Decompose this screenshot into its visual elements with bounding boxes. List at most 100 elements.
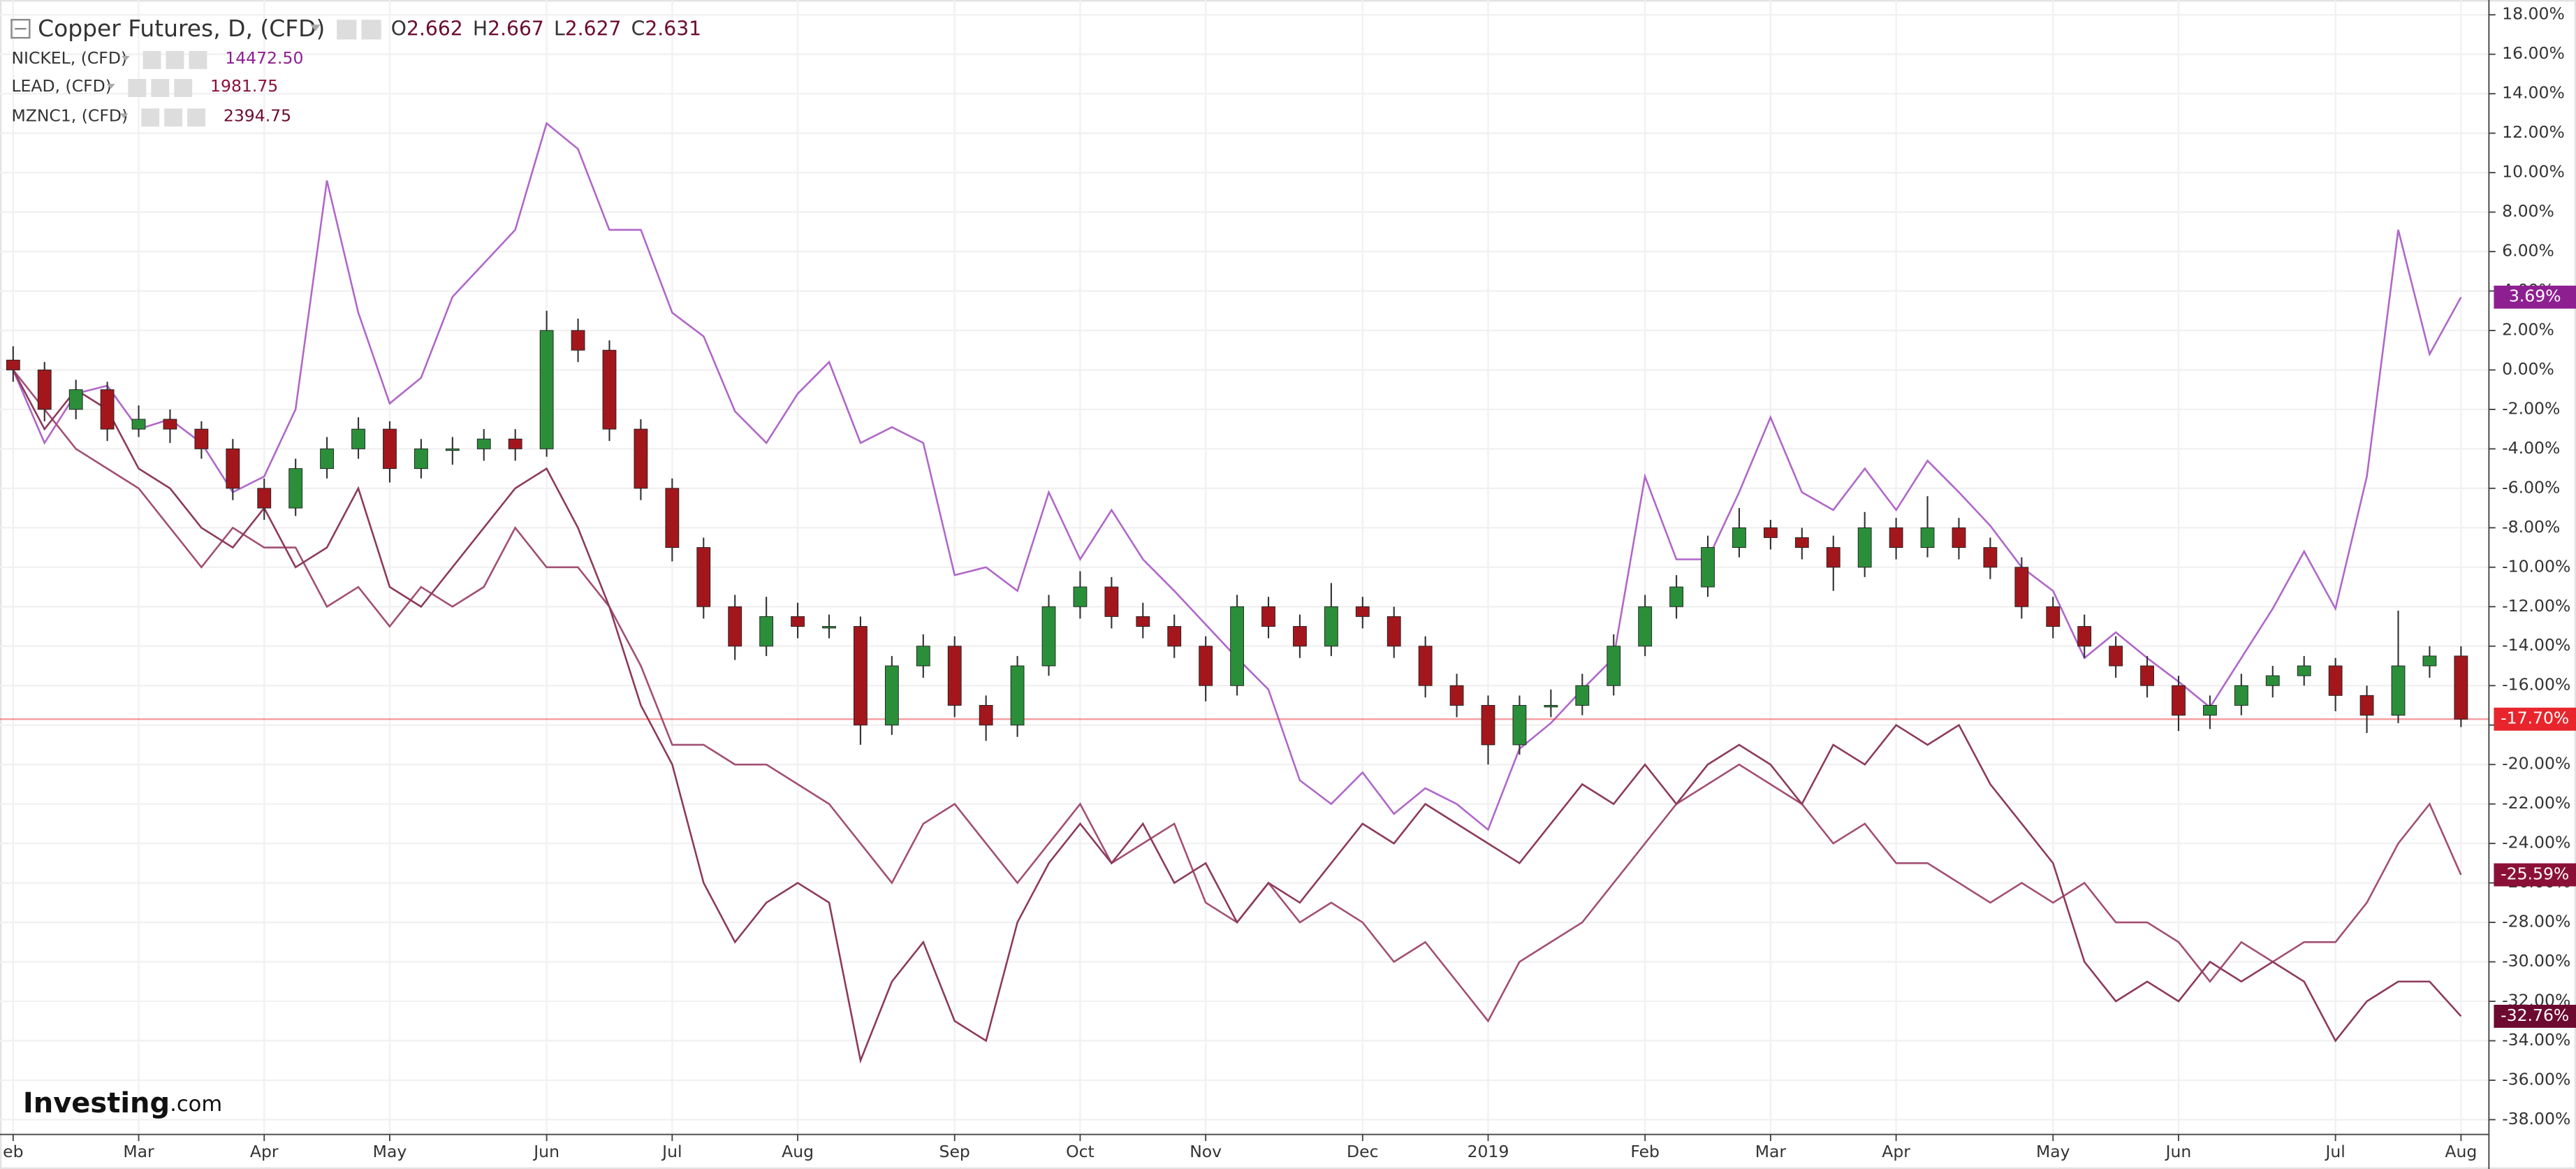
candle-body [916, 646, 930, 667]
dropdown-icon[interactable] [310, 24, 321, 31]
watermark: Investing.com [23, 1087, 222, 1119]
candle-body [1983, 547, 1998, 568]
y-tick-label: -28.00% [2502, 912, 2570, 931]
candle-body [791, 616, 805, 627]
y-tick-label: 12.00% [2502, 122, 2565, 142]
candle-body [508, 438, 522, 449]
candle-body [2109, 646, 2123, 667]
x-tick-label: Mar [123, 1142, 154, 1161]
candle-body [2265, 675, 2280, 686]
y-tick-label: -36.00% [2502, 1069, 2570, 1089]
candle-body [1293, 626, 1307, 647]
candle-body [571, 330, 585, 351]
y-tick-label: -34.00% [2502, 1030, 2570, 1050]
candle-body [2391, 665, 2406, 716]
candle-body [1763, 527, 1778, 538]
candle-body [1669, 586, 1684, 607]
x-tick-label: Dec [1347, 1142, 1379, 1161]
end-label-box [2494, 1004, 2576, 1028]
end-label: 3.69% [2509, 286, 2561, 306]
candle-body [1920, 527, 1935, 549]
legend-icon [164, 108, 183, 127]
candle-body [634, 428, 648, 489]
candle-body [2172, 685, 2186, 716]
plot-area [0, 122, 2489, 1064]
dropdown-icon [106, 84, 115, 89]
candle-body [100, 389, 115, 430]
settings-icon[interactable] [361, 20, 381, 40]
candle-body [68, 389, 83, 410]
chart-title: Copper Futures, D, (CFD) [38, 15, 325, 42]
candle-body [194, 428, 209, 449]
candle-body [1794, 537, 1809, 549]
x-tick-label: 2019 [1468, 1142, 1509, 1161]
y-tick-label: -6.00% [2502, 477, 2560, 497]
candle-body [822, 626, 836, 629]
candle-body [1104, 586, 1119, 617]
candle-body [1575, 685, 1590, 706]
legend-icon [128, 78, 147, 97]
candle-body [131, 419, 146, 430]
end-label-box [2494, 707, 2576, 731]
ohlc-key: H [473, 17, 488, 40]
ohlc-header: O2.662 H2.667 L2.627 C2.631 [391, 17, 701, 40]
x-tick-label: Oct [1066, 1142, 1095, 1161]
collapse-icon[interactable] [10, 19, 31, 39]
legend-icon [187, 108, 206, 127]
x-tick-label: Jul [2324, 1142, 2345, 1161]
candle-body [665, 488, 680, 549]
end-label: -17.70% [2501, 709, 2569, 728]
candle-body [2328, 665, 2343, 696]
candle-body [351, 428, 365, 449]
candle-body [2140, 665, 2154, 686]
y-tick-label: -16.00% [2502, 675, 2570, 695]
candle-body [414, 448, 428, 470]
x-tick-label: May [2036, 1142, 2070, 1161]
candle-body [383, 428, 397, 470]
y-tick-label: -2.00% [2502, 398, 2560, 418]
candle-body [1607, 646, 1621, 686]
legend-icon [189, 50, 207, 69]
legend-icon [142, 50, 161, 69]
y-tick-label: 14.00% [2502, 83, 2565, 103]
candle-body [2046, 606, 2061, 627]
y-tick-label: 0.00% [2502, 359, 2554, 379]
y-tick-label: -14.00% [2502, 635, 2570, 655]
legend-entry: MZNC1, (CFD) [11, 106, 128, 126]
legend-icon [141, 108, 160, 127]
legend-icon [174, 78, 193, 97]
ohlc-key: L [554, 17, 565, 40]
x-tick-label: Apr [250, 1142, 279, 1161]
candle-body [1136, 616, 1150, 627]
y-tick-label: -22.00% [2502, 793, 2570, 813]
ohlc-key: O [391, 17, 407, 40]
x-tick-label: eb [3, 1142, 23, 1161]
candle-body [1857, 527, 1872, 568]
y-tick-label: -10.00% [2502, 556, 2570, 576]
candle-body [1544, 704, 1558, 708]
candle-body [728, 606, 742, 647]
legend-value: 1981.75 [210, 76, 278, 96]
dropdown-icon [119, 113, 129, 119]
x-tick-label: Jul [661, 1142, 682, 1161]
brand-name: Investing [23, 1087, 170, 1119]
end-label-box [2494, 863, 2576, 887]
candle-body [854, 626, 868, 726]
candle-body [1952, 527, 1966, 549]
candle-body [1481, 704, 1495, 746]
x-tick-label: Apr [1882, 1142, 1910, 1161]
candle-body [1261, 606, 1275, 627]
candle-body [476, 438, 491, 449]
y-tick-label: -4.00% [2502, 438, 2560, 458]
candle-body [445, 448, 460, 451]
x-tick-label: Aug [782, 1142, 814, 1161]
y-tick-label: -38.00% [2502, 1109, 2570, 1128]
ohlc-value: 2.667 [488, 17, 544, 40]
candle-body [257, 488, 272, 509]
candle-body [696, 547, 711, 607]
candle-body [1826, 547, 1840, 568]
visibility-icon[interactable] [337, 20, 357, 40]
legend-value: 14472.50 [225, 48, 303, 68]
candle-body [2297, 665, 2311, 676]
